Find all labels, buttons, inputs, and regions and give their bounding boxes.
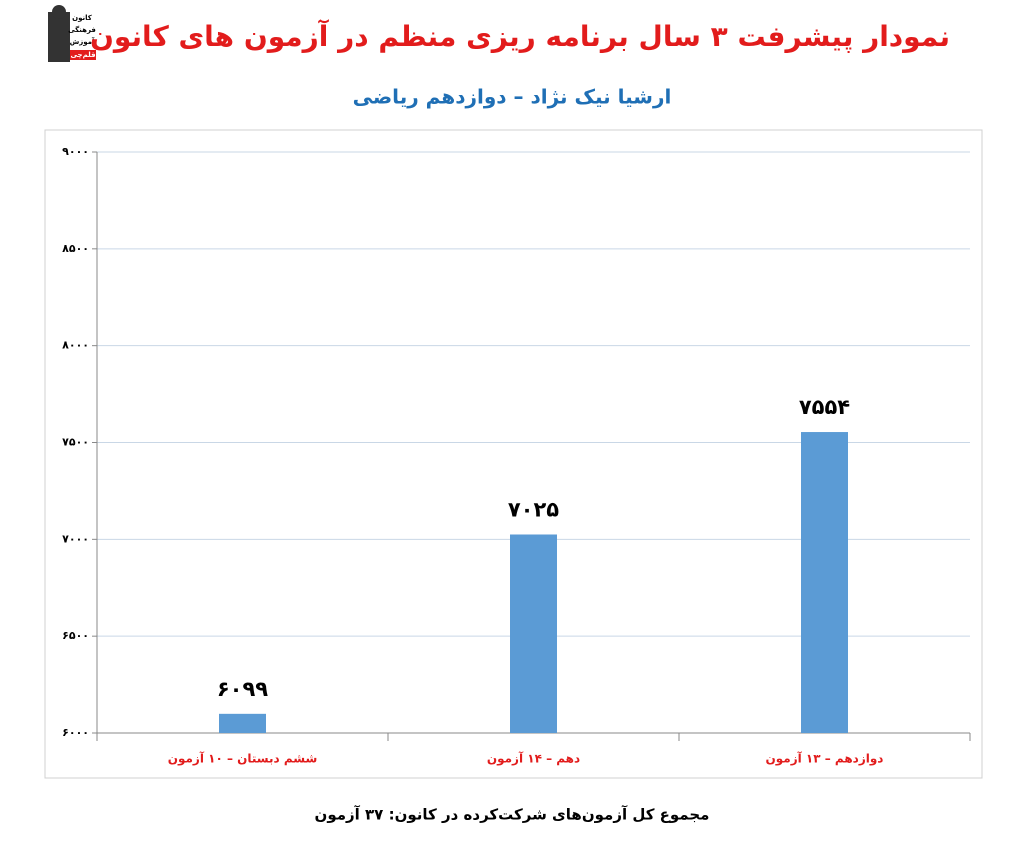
logo-figure [48,12,70,62]
x-tick-label: ششم دبستان – ۱۰ آزمون [168,751,318,767]
bar [801,432,848,733]
chart-frame [44,129,983,779]
bar [219,713,266,733]
y-tick-label: ۶۵۰۰ [62,629,89,642]
data-label: ۷۰۲۵ [508,497,559,521]
logo-text: فرهنگی [68,25,96,34]
y-tick-label: ۷۰۰۰ [62,532,89,545]
y-tick-label: ۸۵۰۰ [62,242,89,255]
y-tick-label: ۸۰۰۰ [62,339,89,352]
x-tick-label: دوازدهم – ۱۳ آزمون [766,751,884,767]
chart-subtitle: ارشیا نیک نژاد – دوازدهم ریاضی [353,85,672,109]
chart-title: نمودار پیشرفت ۳ سال برنامه ریزی منظم در … [90,19,950,53]
x-tick-label: دهم – ۱۴ آزمون [487,751,580,767]
bar [510,534,557,733]
y-tick-label: ۷۵۰۰ [62,436,89,449]
logo-text: آموزش [70,37,95,46]
logo-text: کانون [72,14,93,22]
y-tick-label: ۹۰۰۰ [62,145,89,158]
logo-text: قلم‌چی [70,51,95,59]
footnote: مجموع کل آزمون‌های شرکت‌کرده در کانون: ۳… [315,806,710,824]
data-label: ۷۵۵۴ [799,395,850,419]
data-label: ۶۰۹۹ [217,677,268,701]
logo-badge [70,50,96,60]
y-tick-label: ۶۰۰۰ [62,726,89,739]
logo: کانون فرهنگی آموزش قلم‌چی [48,5,96,62]
logo-head [52,5,66,19]
